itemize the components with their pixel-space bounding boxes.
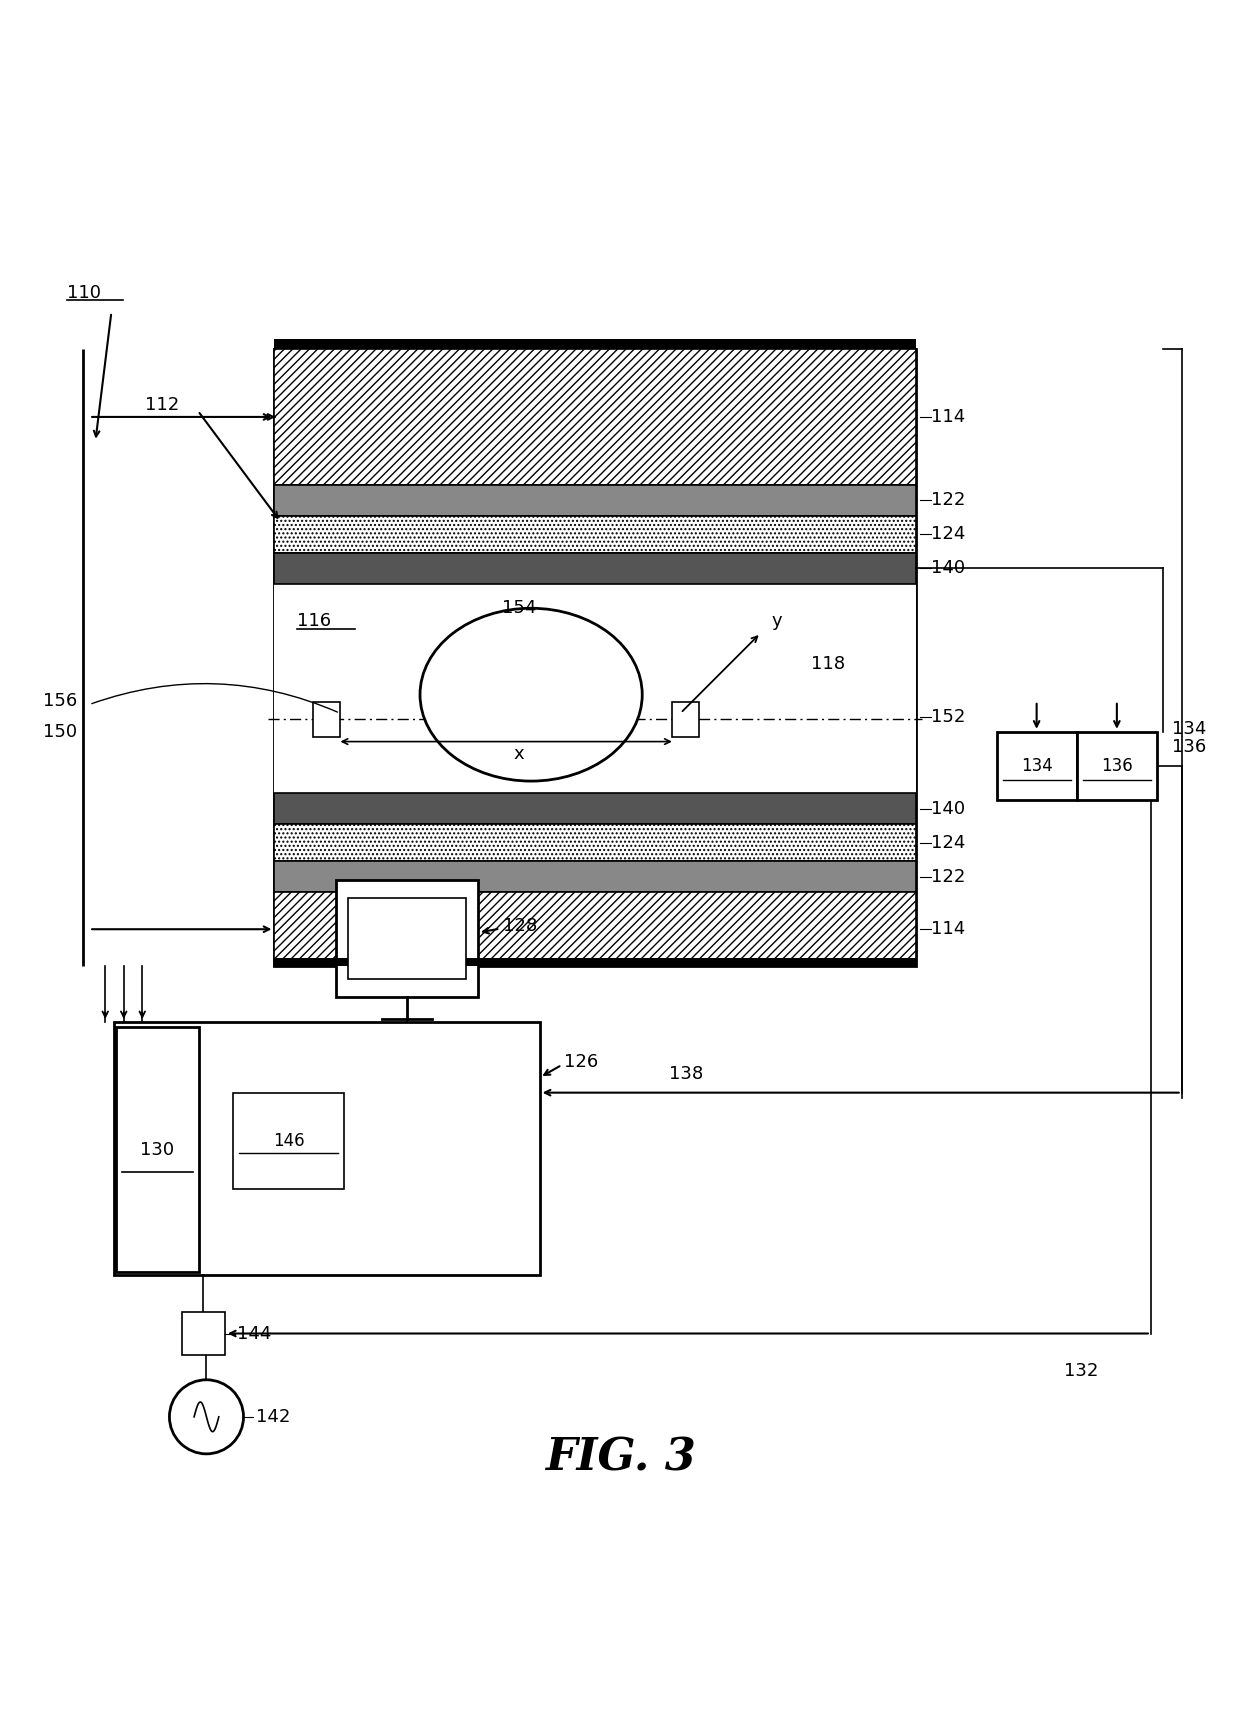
Text: y: y: [771, 612, 782, 630]
Text: 126: 126: [564, 1053, 599, 1070]
Text: 152: 152: [931, 708, 966, 725]
Text: 112: 112: [145, 396, 179, 413]
Bar: [233, 1093, 343, 1188]
Text: 118: 118: [811, 654, 846, 673]
Bar: [997, 732, 1076, 800]
Bar: [274, 861, 916, 892]
Bar: [274, 349, 916, 484]
Text: x: x: [513, 744, 523, 763]
Text: 130: 130: [140, 1140, 175, 1159]
Bar: [274, 349, 916, 966]
Text: 138: 138: [670, 1065, 703, 1083]
Bar: [274, 515, 916, 553]
Text: 144: 144: [237, 1324, 272, 1343]
Bar: [274, 583, 916, 793]
Text: 110: 110: [67, 285, 100, 302]
Text: 140: 140: [931, 559, 965, 578]
Text: 136: 136: [1101, 756, 1132, 774]
Text: 114: 114: [931, 408, 965, 425]
Text: 134: 134: [1021, 756, 1053, 774]
Text: 124: 124: [931, 835, 966, 852]
Bar: [274, 484, 916, 515]
Bar: [274, 793, 916, 824]
Text: 122: 122: [931, 491, 966, 510]
Circle shape: [170, 1379, 243, 1454]
Text: 114: 114: [931, 920, 965, 939]
Bar: [274, 553, 916, 583]
Text: 156: 156: [42, 692, 77, 710]
Bar: [1076, 732, 1157, 800]
Bar: [114, 1022, 539, 1275]
Bar: [117, 1027, 200, 1272]
Text: 116: 116: [296, 612, 331, 630]
Bar: [182, 1312, 224, 1355]
Text: 132: 132: [1064, 1362, 1099, 1379]
Text: 150: 150: [42, 723, 77, 741]
Ellipse shape: [420, 609, 642, 781]
Bar: [274, 958, 916, 966]
Text: 142: 142: [255, 1407, 290, 1426]
Text: 134: 134: [1172, 720, 1207, 737]
Text: FIG. 3: FIG. 3: [544, 1437, 696, 1478]
Bar: [348, 899, 466, 979]
Bar: [274, 824, 916, 861]
Bar: [336, 880, 479, 998]
Bar: [274, 892, 916, 966]
Text: 140: 140: [931, 800, 965, 817]
Text: 146: 146: [273, 1131, 304, 1150]
Bar: [672, 703, 699, 737]
Text: 122: 122: [931, 868, 966, 887]
Text: 128: 128: [502, 918, 537, 935]
Text: 124: 124: [931, 526, 966, 543]
Bar: [312, 703, 340, 737]
Text: 136: 136: [1172, 737, 1207, 756]
Bar: [274, 338, 916, 349]
Text: 154: 154: [502, 599, 536, 618]
